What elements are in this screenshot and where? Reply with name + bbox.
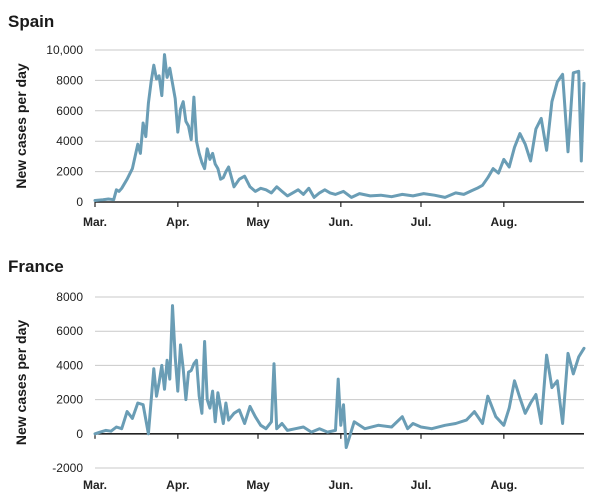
spain-y-tick-label: 2000	[56, 165, 83, 179]
spain-y-tick-label: 0	[76, 195, 83, 209]
spain-x-tick-label: Apr.	[166, 215, 189, 229]
france-series-line	[93, 304, 586, 449]
france-panel: France New cases per day -2000 0 2000 4000 600…	[8, 257, 586, 492]
spain-x-tick-label: Jul.	[411, 215, 432, 229]
france-y-tick-label: 4000	[56, 358, 83, 372]
france-y-tick-label: -2000	[52, 461, 83, 475]
france-x-tick-label: Mar.	[83, 478, 107, 492]
spain-x-tick-label: Jun.	[329, 215, 354, 229]
france-y-tick-label: 6000	[56, 324, 83, 338]
spain-panel: Spain New cases per day 0 2000 4000 6000 8000 1…	[8, 12, 586, 229]
france-y-tick-label: 0	[76, 427, 83, 441]
france-x-tick-label: Jun.	[329, 478, 354, 492]
france-x-tick-label: May	[246, 478, 270, 492]
france-y-tick-label: 2000	[56, 393, 83, 407]
spain-x-tick-label: Mar.	[83, 215, 107, 229]
france-title: France	[8, 257, 64, 276]
spain-y-tick-label: 8000	[56, 73, 83, 87]
spain-x-tick-label: Aug.	[491, 215, 518, 229]
spain-y-axis-label: New cases per day	[13, 63, 29, 189]
spain-y-tick-label: 6000	[56, 104, 83, 118]
france-x-tick-label: Aug.	[491, 478, 518, 492]
spain-title: Spain	[8, 12, 54, 31]
france-x-tick-label: Apr.	[166, 478, 189, 492]
spain-y-tick-label: 10,000	[46, 43, 83, 57]
france-y-axis-label: New cases per day	[13, 320, 29, 446]
spain-series-line	[93, 53, 586, 202]
france-x-tick-label: Jul.	[411, 478, 432, 492]
france-y-tick-label: 8000	[56, 290, 83, 304]
spain-y-tick-label: 4000	[56, 134, 83, 148]
spain-x-tick-label: May	[246, 215, 270, 229]
